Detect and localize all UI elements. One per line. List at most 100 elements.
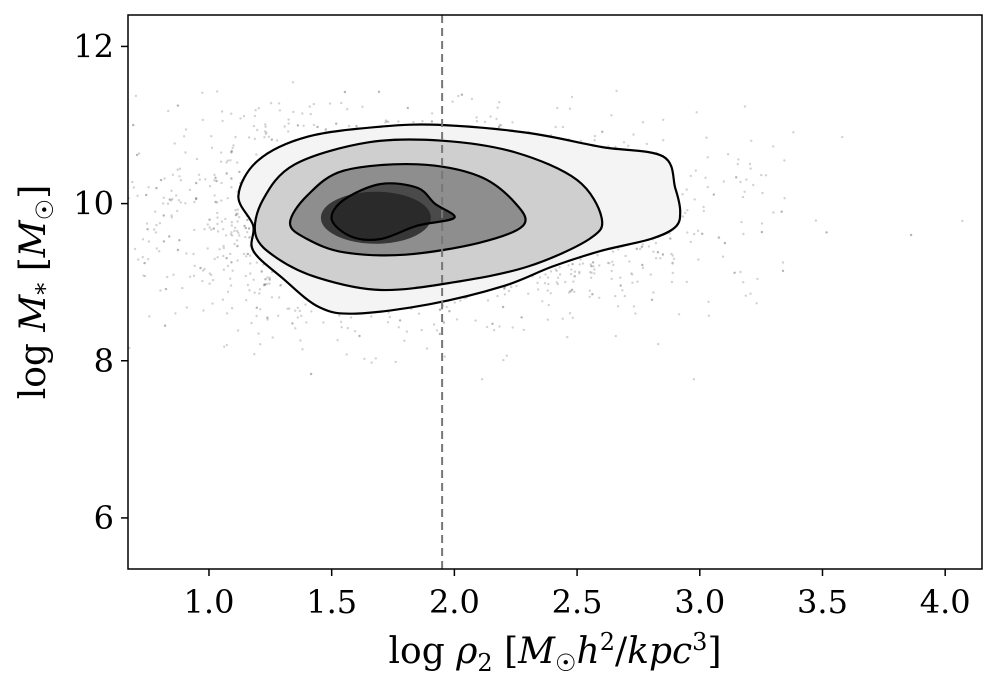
scatter-point: [195, 197, 198, 200]
scatter-point: [177, 199, 181, 202]
scatter-point: [192, 252, 195, 256]
scatter-point: [245, 255, 248, 258]
scatter-point: [403, 339, 406, 342]
scatter-point: [145, 222, 149, 225]
scatter-point: [448, 310, 451, 313]
scatter-point: [226, 197, 229, 200]
scatter-point: [215, 179, 218, 183]
y-tick-label: 10: [73, 185, 114, 223]
scatter-point: [503, 287, 506, 290]
scatter-point: [216, 211, 219, 215]
scatter-point: [742, 281, 745, 284]
scatter-point: [148, 315, 151, 318]
scatter-point: [114, 368, 116, 370]
scatter-point: [225, 343, 229, 347]
scatter-point: [159, 178, 163, 182]
scatter-point: [264, 123, 267, 126]
scatter-point: [460, 93, 464, 96]
scatter-point: [397, 326, 400, 329]
scatter-point: [136, 194, 139, 197]
scatter-point: [761, 191, 764, 195]
scatter-point: [591, 261, 595, 264]
scatter-point: [496, 106, 499, 109]
scatter-point: [124, 233, 126, 235]
scatter-point: [707, 300, 710, 303]
scatter-point: [225, 256, 228, 260]
scatter-point: [248, 289, 251, 292]
scatter-point: [726, 153, 730, 156]
scatter-point: [616, 305, 620, 308]
scatter-point: [457, 94, 460, 98]
scatter-point: [300, 314, 303, 318]
scatter-point: [231, 234, 234, 237]
scatter-point: [589, 276, 593, 279]
scatter-point: [475, 120, 479, 123]
scatter-point: [170, 199, 173, 202]
scatter-point: [498, 325, 501, 328]
scatter-point: [220, 199, 223, 202]
scatter-point: [257, 332, 260, 335]
scatter-point: [171, 197, 174, 201]
scatter-point: [220, 151, 223, 154]
scatter-point: [298, 309, 301, 313]
scatter-point: [578, 270, 581, 274]
scatter-point: [236, 244, 239, 248]
scatter-point: [756, 277, 759, 281]
scatter-point: [268, 276, 271, 279]
scatter-point: [268, 278, 271, 281]
scatter-point: [661, 253, 665, 256]
scatter-point: [250, 321, 253, 325]
scatter-point: [235, 239, 239, 242]
scatter-point: [712, 193, 715, 196]
scatter-point: [162, 214, 165, 217]
scatter-point: [266, 318, 269, 321]
scatter-point: [672, 257, 676, 260]
scatter-point: [299, 339, 302, 342]
scatter-point: [230, 186, 233, 189]
scatter-point: [171, 173, 175, 176]
scatter-point: [226, 290, 230, 293]
axes: 1.0 1.5 2.0 2.5 3.0 3.5 4.0 6 8 10 12: [73, 27, 970, 621]
scatter-point: [489, 115, 492, 118]
scatter-point: [340, 101, 343, 105]
x-tick-label: 2.5: [552, 583, 603, 621]
scatter-point: [216, 216, 219, 219]
scatter-point: [301, 348, 304, 351]
scatter-point: [556, 276, 560, 279]
scatter-point: [739, 180, 742, 184]
scatter-point: [121, 176, 123, 178]
scatter-point: [230, 224, 233, 227]
scatter-point: [417, 312, 421, 315]
scatter-point: [772, 211, 775, 214]
scatter-point: [668, 232, 671, 235]
scatter-point: [147, 186, 150, 189]
scatter-point: [63, 186, 65, 188]
scatter-point: [143, 261, 146, 265]
scatter-point: [208, 185, 212, 188]
scatter-point: [145, 193, 148, 197]
scatter-point: [659, 257, 662, 260]
scatter-point: [671, 262, 674, 265]
scatter-point: [97, 142, 99, 144]
scatter-point: [201, 269, 205, 272]
scatter-point: [647, 245, 651, 248]
scatter-point: [781, 269, 785, 273]
scatter-point: [764, 174, 768, 177]
scatter-point: [374, 357, 377, 360]
scatter-point: [589, 263, 592, 266]
scatter-point: [255, 261, 258, 264]
scatter-point: [349, 316, 353, 319]
scatter-point: [230, 231, 233, 234]
scatter-point: [90, 239, 92, 241]
scatter-point: [573, 275, 576, 278]
scatter-point: [503, 293, 507, 296]
scatter-point: [179, 201, 182, 204]
scatter-point: [145, 193, 148, 197]
scatter-point: [82, 263, 84, 265]
x-tick-label: 4.0: [920, 583, 971, 621]
scatter-point: [236, 208, 239, 211]
scatter-point: [170, 216, 173, 219]
scatter-point: [632, 305, 636, 308]
scatter-point: [760, 173, 763, 177]
scatter-point: [737, 158, 740, 161]
